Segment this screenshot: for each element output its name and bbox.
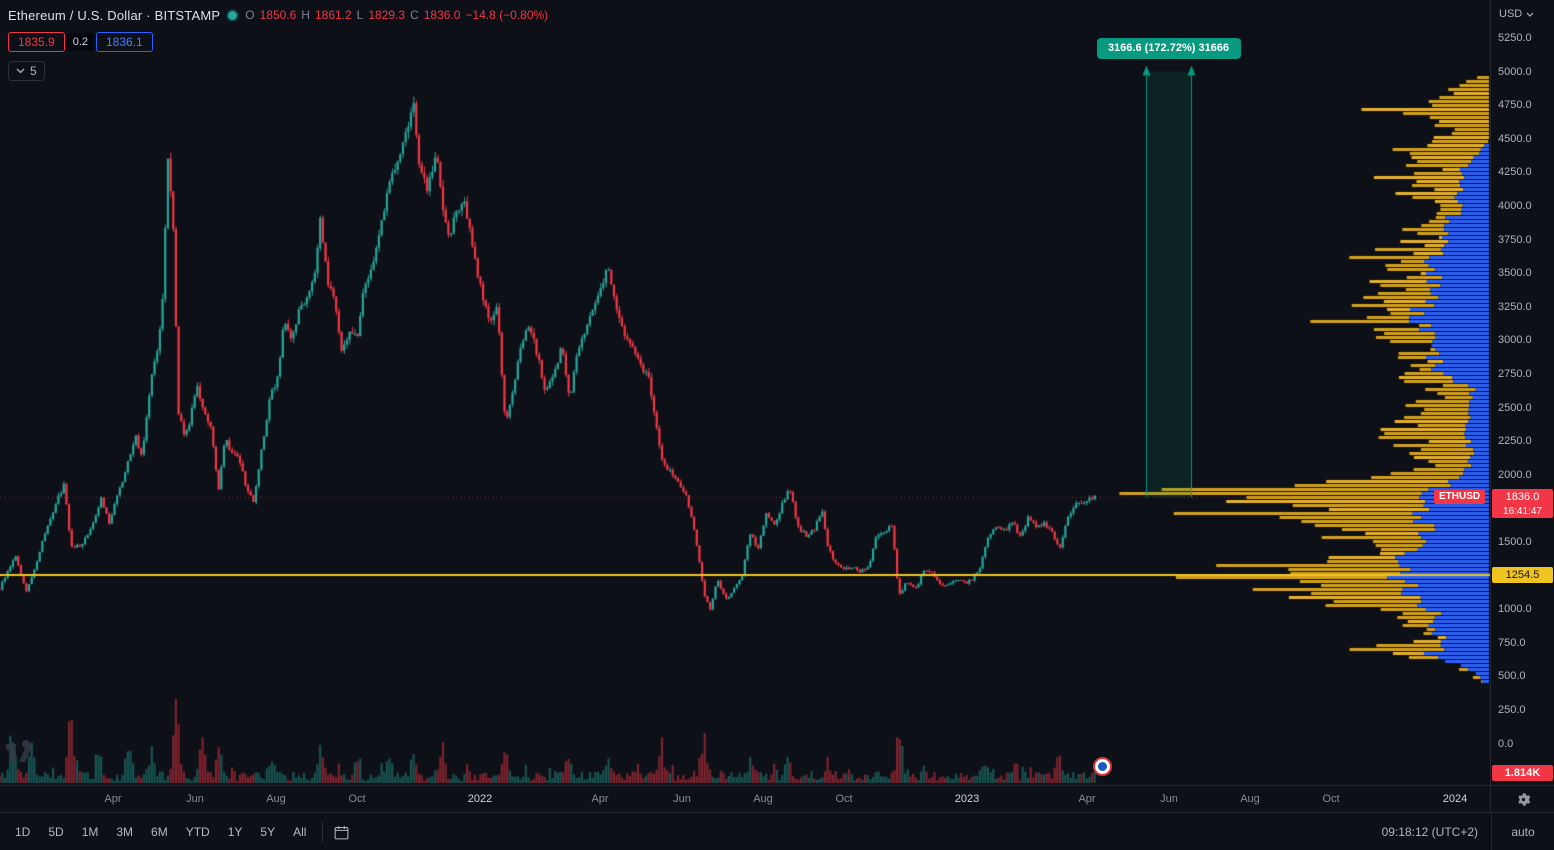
currency-dropdown[interactable]: USD xyxy=(1499,8,1534,20)
price-axis-label: 5000.0 xyxy=(1498,65,1532,78)
gear-icon[interactable] xyxy=(1516,792,1531,807)
time-axis-label[interactable]: 2023 xyxy=(954,793,980,805)
price-axis-label: 3750.0 xyxy=(1498,233,1532,246)
date-range-buttons: 1D 5D 1M 3M 6M YTD 1Y 5Y All xyxy=(0,820,315,844)
open-label: O xyxy=(245,8,255,22)
range-button-1y[interactable]: 1Y xyxy=(219,820,252,844)
range-button-5y[interactable]: 5Y xyxy=(251,820,284,844)
time-axis-label[interactable]: Jun xyxy=(1160,793,1178,805)
chevron-down-icon xyxy=(1526,12,1534,17)
range-button-1d[interactable]: 1D xyxy=(6,820,39,844)
bar-countdown: 16:41:47 xyxy=(1503,505,1542,517)
close-value: 1836.0 xyxy=(423,8,461,22)
toolbar-divider xyxy=(1491,813,1492,850)
open-value: 1850.6 xyxy=(259,8,297,22)
price-axis-label: 3500.0 xyxy=(1498,267,1532,280)
close-label: C xyxy=(410,8,419,22)
low-label: L xyxy=(356,8,364,22)
tradingview-logo xyxy=(6,740,36,771)
high-label: H xyxy=(301,8,310,22)
time-axis-label[interactable]: Aug xyxy=(266,793,286,805)
low-value: 1829.3 xyxy=(368,8,406,22)
time-axis-label[interactable]: Apr xyxy=(104,793,122,805)
chart-legend: Ethereum / U.S. Dollar · BITSTAMP O 1850.… xyxy=(8,5,548,81)
market-open-status-icon[interactable] xyxy=(228,10,238,20)
price-axis-label: 3000.0 xyxy=(1498,334,1532,347)
range-button-1m[interactable]: 1M xyxy=(73,820,108,844)
price-axis-label: 2500.0 xyxy=(1498,401,1532,414)
range-button-3m[interactable]: 3M xyxy=(107,820,142,844)
symbol-title[interactable]: Ethereum / U.S. Dollar · BITSTAMP xyxy=(8,7,221,23)
economic-event-icon[interactable] xyxy=(1093,757,1112,776)
price-axis-label: 4750.0 xyxy=(1498,99,1532,112)
time-axis-label[interactable]: Apr xyxy=(591,793,609,805)
time-axis[interactable]: Apr Jun Aug Oct 2022 Apr Jun Aug Oct 2023 Apr Jun Au… xyxy=(0,785,1554,813)
price-axis-label: 3250.0 xyxy=(1498,300,1532,313)
price-line-symbol-tag: ETHUSD xyxy=(1434,489,1486,504)
volume-value-badge: 1.814K xyxy=(1492,765,1553,781)
go-to-date-button[interactable] xyxy=(330,821,353,844)
price-axis-label: 1500.0 xyxy=(1498,536,1532,548)
range-button-6m[interactable]: 6M xyxy=(142,820,177,844)
range-button-ytd[interactable]: YTD xyxy=(177,820,219,844)
price-axis-label: 750.0 xyxy=(1498,636,1526,649)
time-axis-label[interactable]: Jun xyxy=(673,793,691,805)
clock-utc[interactable]: 09:18:12 (UTC+2) xyxy=(1381,825,1478,839)
price-axis-label: 2000.0 xyxy=(1498,468,1532,481)
spread-value: 0.2 xyxy=(66,33,94,51)
time-axis-label[interactable]: 2022 xyxy=(467,793,493,805)
time-axis-label[interactable]: Aug xyxy=(753,793,773,805)
last-price-badge: 1836.0 16:41:47 xyxy=(1492,488,1553,518)
scale-auto-toggle[interactable]: auto xyxy=(1511,825,1535,839)
chevron-down-icon xyxy=(16,68,25,74)
change-value: −14.8 (−0.80%) xyxy=(465,8,549,22)
time-axis-label[interactable]: Aug xyxy=(1240,793,1260,805)
price-axis-label: 4000.0 xyxy=(1498,200,1532,212)
price-axis-label: 4250.0 xyxy=(1498,166,1532,179)
price-axis-label: 2250.0 xyxy=(1498,435,1532,448)
range-button-all[interactable]: All xyxy=(284,820,315,844)
last-price-value: 1836.0 xyxy=(1505,490,1540,503)
time-axis-label[interactable]: Oct xyxy=(348,793,366,805)
price-axis-label: 0.0 xyxy=(1498,737,1514,750)
high-value: 1861.2 xyxy=(314,8,352,22)
price-axis-label: 250.0 xyxy=(1498,704,1526,716)
buy-button[interactable]: 1836.1 xyxy=(96,32,153,52)
toolbar-divider xyxy=(322,822,324,842)
axis-settings-cell[interactable] xyxy=(1490,786,1554,813)
bottom-toolbar: 1D 5D 1M 3M 6M YTD 1Y 5Y All 09:18:12 (UTC+2) au… xyxy=(0,812,1554,850)
price-axis-label: 4500.0 xyxy=(1498,132,1532,145)
ohlc-values: O 1850.6 H 1861.2 L 1829.3 C 1836.0 −14.8 (−… xyxy=(245,8,548,22)
range-button-5d[interactable]: 5D xyxy=(39,820,72,844)
currency-label: USD xyxy=(1499,8,1523,20)
price-axis[interactable]: USD 5250.0 5000.0 4750.0 4500.0 4250.0 4000.0… xyxy=(1490,0,1554,785)
price-axis-label: 2750.0 xyxy=(1498,368,1532,380)
event-logo xyxy=(1098,762,1107,771)
calendar-icon xyxy=(335,825,349,839)
price-axis-label: 5250.0 xyxy=(1498,32,1532,44)
sell-button[interactable]: 1835.9 xyxy=(8,32,65,52)
indicators-collapsed-button[interactable]: 5 xyxy=(8,61,45,81)
time-axis-label[interactable]: Oct xyxy=(835,793,853,805)
time-axis-label[interactable]: Jun xyxy=(186,793,204,805)
time-axis-label[interactable]: Apr xyxy=(1078,793,1096,805)
yellow-level-badge: 1254.5 xyxy=(1492,566,1553,583)
price-range-measure-label[interactable]: 3166.6 (172.72%) 31666 xyxy=(1096,38,1241,59)
time-axis-label[interactable]: 2024 xyxy=(1442,793,1468,805)
time-axis-label[interactable]: Oct xyxy=(1322,793,1340,805)
price-axis-label: 1000.0 xyxy=(1498,603,1532,616)
price-chart-canvas[interactable] xyxy=(0,0,1490,785)
indicators-count: 5 xyxy=(30,64,37,78)
price-axis-label: 500.0 xyxy=(1498,670,1526,683)
